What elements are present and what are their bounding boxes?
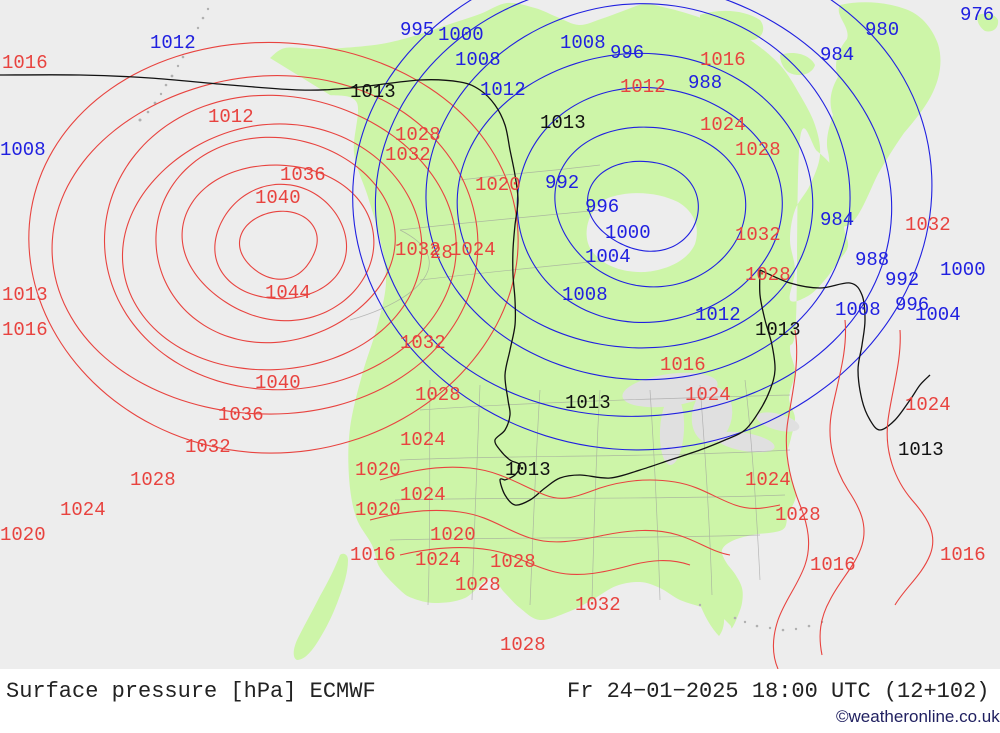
svg-text:1008: 1008 [562, 284, 608, 306]
svg-text:1013: 1013 [540, 112, 586, 134]
svg-text:976: 976 [960, 4, 994, 26]
svg-text:1013: 1013 [350, 81, 396, 103]
svg-text:1000: 1000 [438, 24, 484, 46]
svg-text:1013: 1013 [755, 319, 801, 341]
svg-text:1012: 1012 [620, 76, 666, 98]
svg-text:1028: 1028 [415, 384, 461, 406]
svg-text:1028: 1028 [490, 551, 536, 573]
svg-text:1008: 1008 [560, 32, 606, 54]
svg-text:984: 984 [820, 209, 854, 231]
svg-text:1028: 1028 [775, 504, 821, 526]
svg-text:1036: 1036 [218, 404, 264, 426]
svg-text:1012: 1012 [150, 32, 196, 54]
svg-text:980: 980 [865, 19, 899, 41]
svg-text:992: 992 [545, 172, 579, 194]
svg-text:1012: 1012 [695, 304, 741, 326]
svg-text:1016: 1016 [350, 544, 396, 566]
svg-text:984: 984 [820, 44, 854, 66]
svg-text:1013: 1013 [898, 439, 944, 461]
svg-text:1013: 1013 [565, 392, 611, 414]
svg-text:1013: 1013 [2, 284, 48, 306]
svg-text:1024: 1024 [400, 484, 446, 506]
svg-text:1020: 1020 [355, 499, 401, 521]
svg-text:1032: 1032 [385, 144, 431, 166]
svg-text:1024: 1024 [745, 469, 791, 491]
svg-text:1036: 1036 [280, 164, 326, 186]
svg-text:1024: 1024 [685, 384, 731, 406]
svg-text:1016: 1016 [660, 354, 706, 376]
svg-text:1040: 1040 [255, 372, 301, 394]
svg-text:996: 996 [610, 42, 644, 64]
svg-text:1013: 1013 [505, 459, 551, 481]
svg-text:1040: 1040 [255, 187, 301, 209]
svg-text:1004: 1004 [585, 246, 631, 268]
svg-text:1028: 1028 [130, 469, 176, 491]
svg-text:1020: 1020 [430, 524, 476, 546]
svg-text:995: 995 [400, 19, 434, 41]
svg-text:1020: 1020 [355, 459, 401, 481]
svg-text:1024: 1024 [700, 114, 746, 136]
svg-text:1032: 1032 [575, 594, 621, 616]
svg-text:1012: 1012 [208, 106, 254, 128]
svg-text:1032: 1032 [185, 436, 231, 458]
svg-text:1032: 1032 [735, 224, 781, 246]
svg-text:1020: 1020 [0, 524, 46, 546]
svg-text:1016: 1016 [810, 554, 856, 576]
svg-text:1028: 1028 [500, 634, 546, 656]
svg-text:1024: 1024 [60, 499, 106, 521]
svg-text:1024: 1024 [450, 239, 496, 261]
svg-text:1028: 1028 [455, 574, 501, 596]
svg-text:1024: 1024 [905, 394, 951, 416]
svg-text:1032: 1032 [905, 214, 951, 236]
svg-text:1024: 1024 [415, 549, 461, 571]
svg-text:1008: 1008 [455, 49, 501, 71]
svg-text:1044: 1044 [265, 282, 311, 304]
svg-text:1028: 1028 [745, 264, 791, 286]
svg-text:992: 992 [885, 269, 919, 291]
svg-text:996: 996 [585, 196, 619, 218]
svg-text:1012: 1012 [480, 79, 526, 101]
svg-text:1016: 1016 [700, 49, 746, 71]
svg-text:1000: 1000 [605, 222, 651, 244]
svg-text:1016: 1016 [2, 319, 48, 341]
svg-text:1028: 1028 [735, 139, 781, 161]
svg-text:1032: 1032 [400, 332, 446, 354]
svg-text:1028: 1028 [395, 124, 441, 146]
svg-text:1008: 1008 [0, 139, 46, 161]
svg-text:988: 988 [855, 249, 889, 271]
svg-text:1016: 1016 [940, 544, 986, 566]
svg-text:1024: 1024 [400, 429, 446, 451]
svg-text:988: 988 [688, 72, 722, 94]
svg-text:1016: 1016 [2, 52, 48, 74]
svg-text:1020: 1020 [475, 174, 521, 196]
svg-text:996: 996 [895, 294, 929, 316]
svg-text:1000: 1000 [940, 259, 986, 281]
svg-text:1008: 1008 [835, 299, 881, 321]
